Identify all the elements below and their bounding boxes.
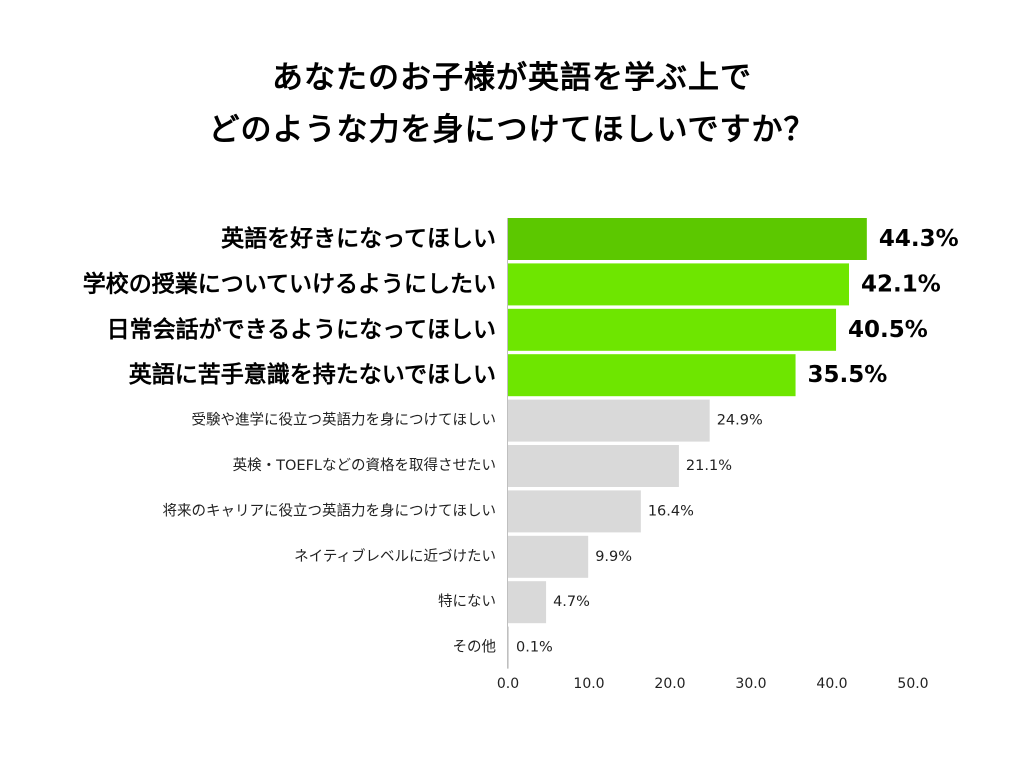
chart-title-line-1: あなたのお子様が英語を学ぶ上で [272,60,752,96]
x-tick-label: 40.0 [816,676,847,692]
data-label: 0.1% [516,640,553,656]
category-label: その他 [453,639,497,656]
category-label: 学校の授業についていけるようにしたい [83,270,496,297]
bar [508,626,509,669]
data-label: 42.1% [861,271,941,297]
x-tick-label: 0.0 [497,676,519,692]
data-label: 9.9% [595,549,632,565]
bar [508,445,679,487]
category-label: ネイティブレベルに近づけたい [294,547,496,565]
data-label: 21.1% [686,458,732,474]
category-label: 受験や進学に役立つ英語力を身につけてほしい [192,411,497,429]
x-tick-label: 50.0 [897,676,928,692]
data-label: 44.3% [879,226,959,252]
bar [508,218,867,260]
bar [508,354,796,397]
data-label: 40.5% [848,317,928,343]
data-label: 16.4% [648,503,694,519]
bar [508,490,641,533]
category-label: 英語に苦手意識を持たないでほしい [129,361,496,388]
category-label: 特にない [438,593,496,610]
category-label: 英語を好きになってほしい [221,225,496,252]
data-label: 24.9% [717,413,763,429]
chart-title-line-2: どのような力を身につけてほしいですか？ [208,112,816,148]
bar [508,581,547,624]
bar [508,535,589,578]
data-label: 35.5% [808,362,888,388]
category-label: 将来のキャリアに役立つ英語力を身につけてほしい [163,501,497,519]
x-tick-label: 20.0 [654,676,685,692]
x-tick-label: 10.0 [573,676,604,692]
category-label: 英検・TOEFLなどの資格を取得させたい [233,456,496,474]
bar [508,399,710,442]
bar [508,263,850,306]
bar [508,308,837,351]
data-label: 4.7% [553,594,590,610]
x-tick-label: 30.0 [735,676,766,692]
category-label: 日常会話ができるようになってほしい [107,316,496,343]
